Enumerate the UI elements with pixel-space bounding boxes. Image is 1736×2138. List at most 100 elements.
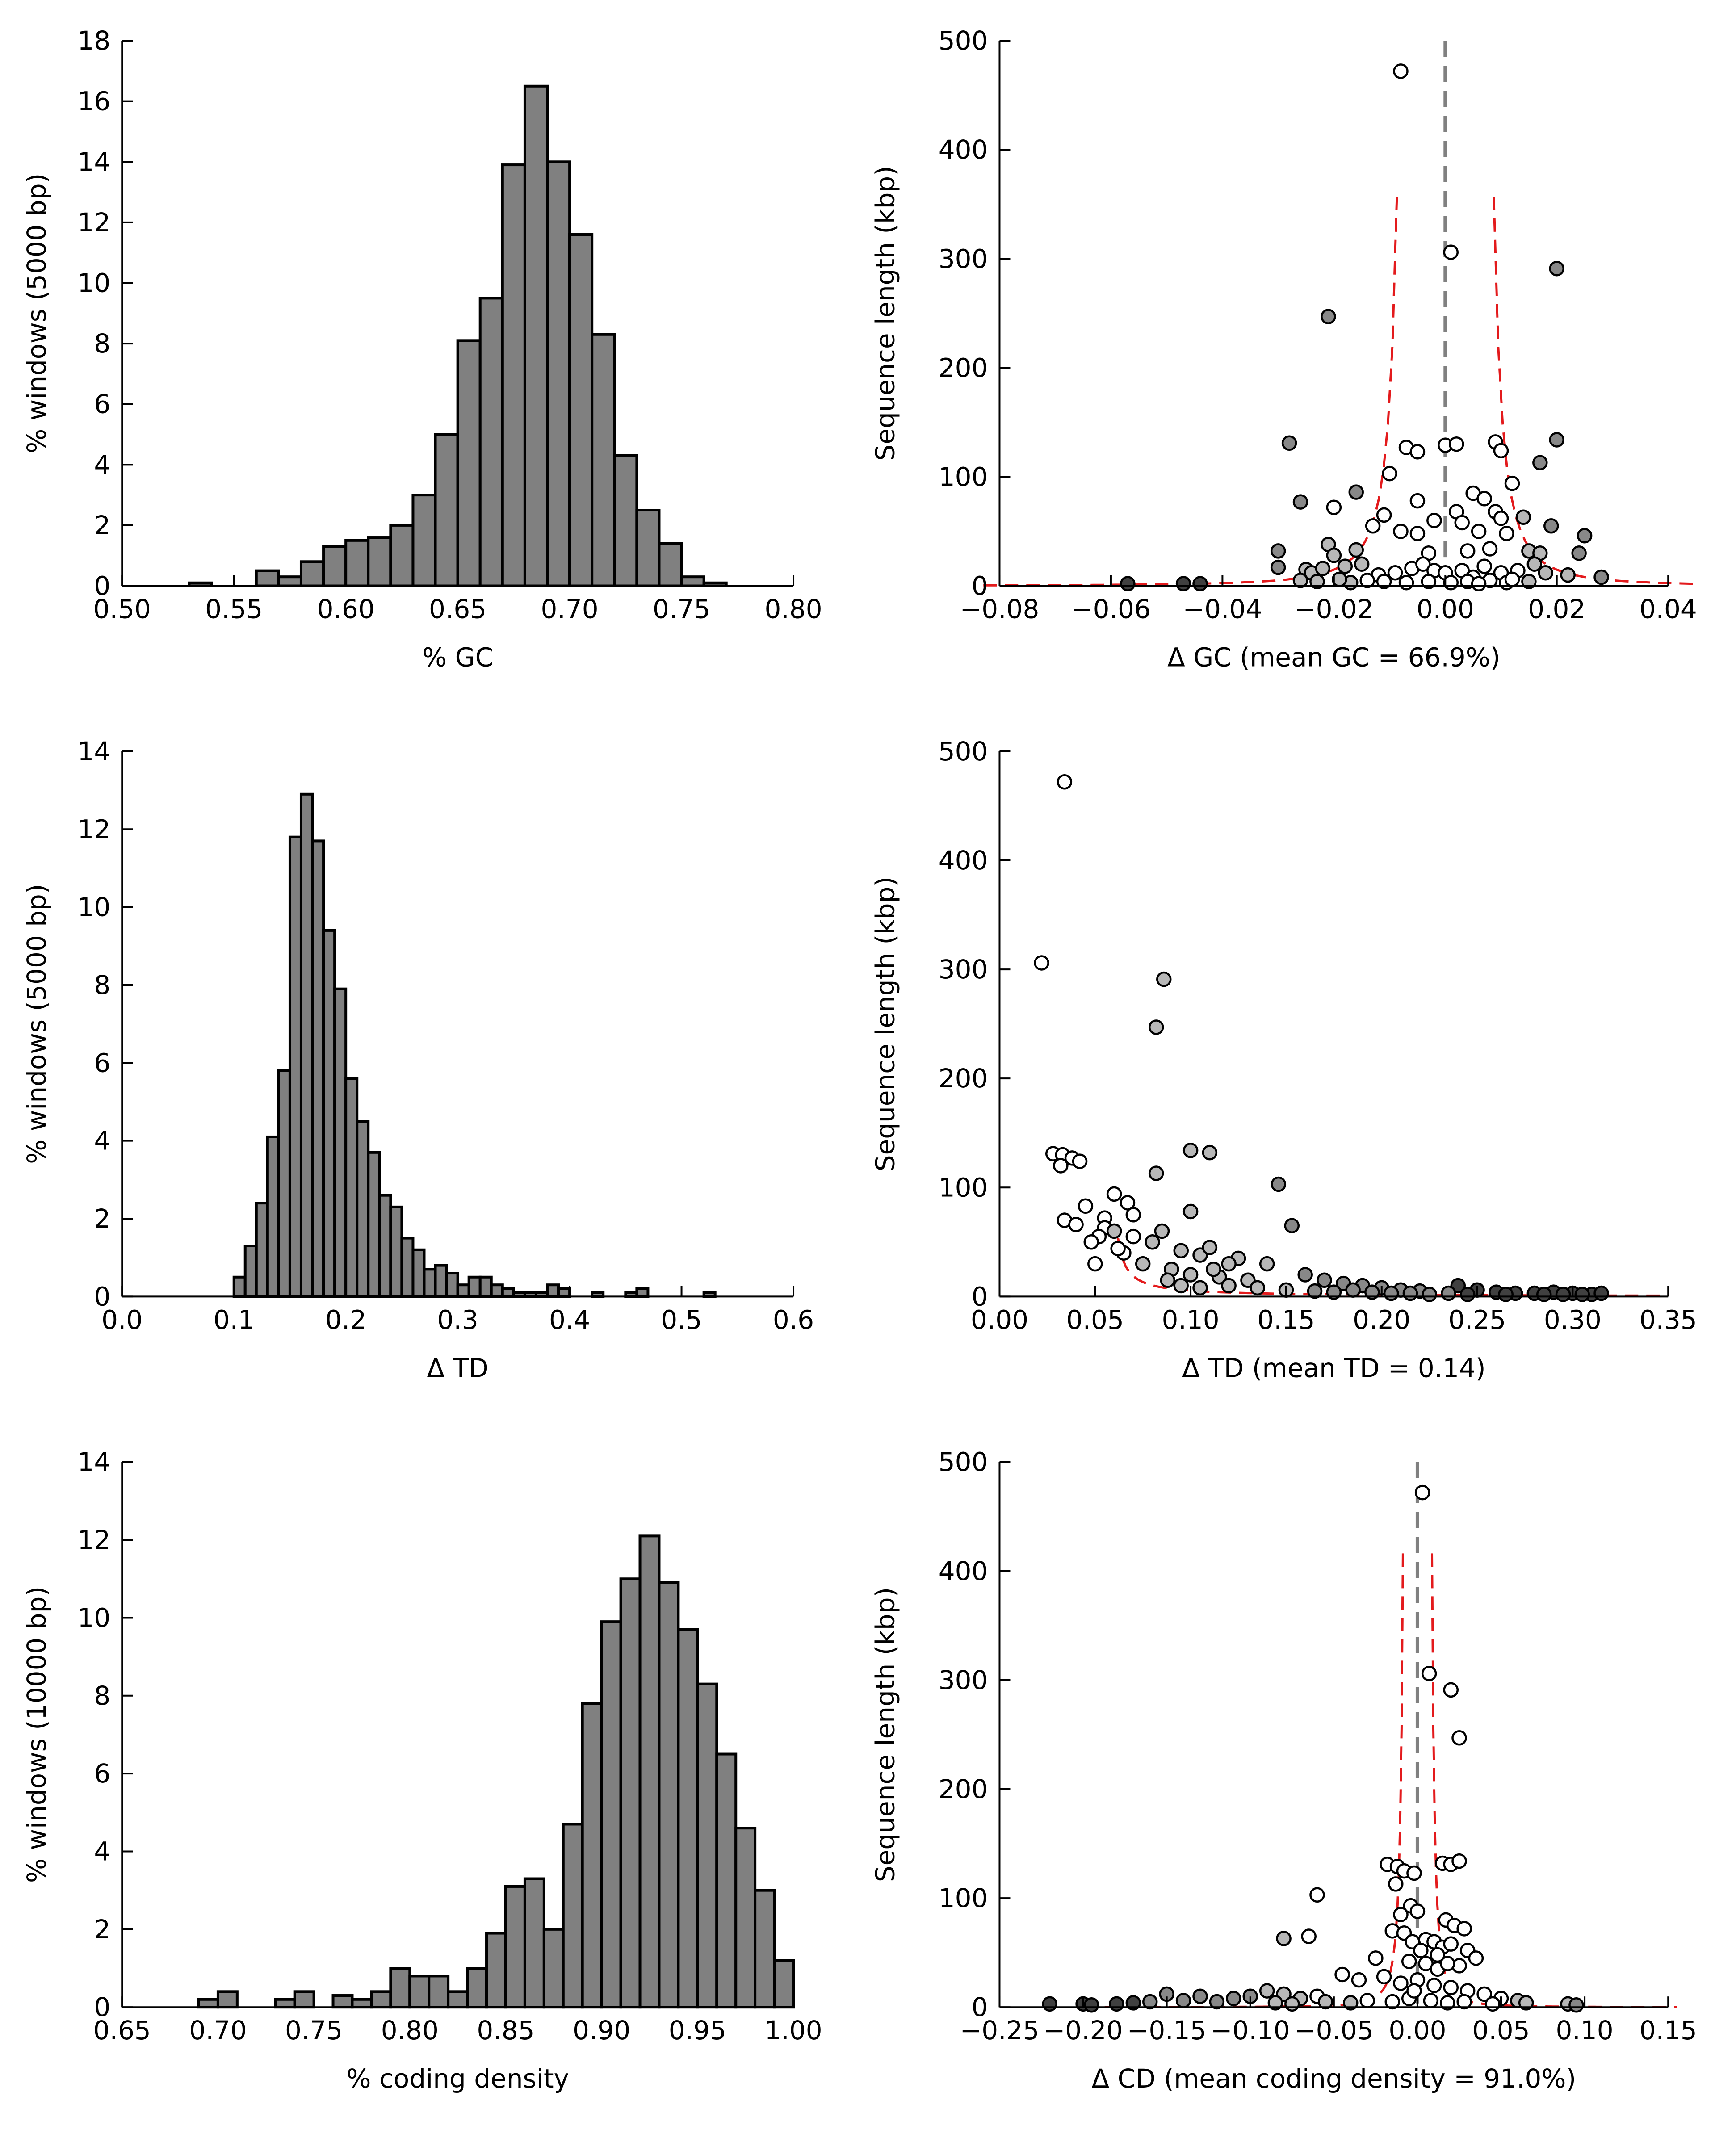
scatter-point	[1192, 1280, 1208, 1296]
scatter-point	[1317, 1994, 1333, 2010]
scatter-point	[1443, 1980, 1459, 1995]
scatter-point	[1284, 1996, 1300, 2012]
scatter-point	[1365, 518, 1381, 534]
x-axis-label: % coding density	[346, 2063, 569, 2094]
scatter-point	[1135, 1256, 1151, 1272]
scatter-point	[1078, 1198, 1094, 1214]
histogram-bar	[389, 1205, 403, 1298]
y-axis-label: Sequence length (kbp)	[870, 1587, 900, 1882]
scatter-point	[1526, 556, 1543, 572]
histogram-bar	[696, 1682, 718, 2009]
x-tick-label: 0.35	[1640, 1304, 1697, 1335]
histogram-bar	[434, 1264, 448, 1298]
y-tick-label: 0	[972, 1992, 988, 2022]
scatter-point	[1270, 543, 1286, 559]
histogram-bar	[274, 1998, 296, 2009]
scatter-point	[1068, 1217, 1084, 1232]
scatter-point	[1441, 1285, 1456, 1301]
y-tick-label: 500	[939, 25, 988, 56]
histogram-bar	[677, 1628, 699, 2009]
scatter-point	[1398, 574, 1414, 591]
histogram-bar	[311, 839, 325, 1298]
x-tick-label: 0.05	[1066, 1304, 1124, 1335]
histogram-bar	[255, 569, 280, 587]
y-tick-label: 8	[94, 970, 110, 1000]
histogram-bar	[456, 1283, 470, 1298]
scatter-point	[1485, 1996, 1501, 2012]
x-axis-label: Δ TD	[427, 1353, 489, 1383]
y-tick-label: 16	[77, 86, 110, 117]
scatter-point	[1192, 576, 1208, 591]
x-tick-label: −0.04	[1183, 594, 1262, 625]
scatter-point	[1476, 558, 1492, 574]
y-tick-label: 2	[94, 510, 110, 541]
y-tick-label: 500	[939, 736, 988, 767]
histogram-bar	[299, 792, 314, 1298]
scatter-point	[1125, 1995, 1141, 2011]
scatter-point	[1376, 1969, 1392, 1985]
histogram-bar	[635, 1287, 650, 1298]
scatter-point	[1406, 1983, 1422, 1999]
scatter-point	[1337, 558, 1353, 574]
y-tick-label: 8	[94, 328, 110, 359]
scatter-point	[1387, 565, 1403, 581]
histogram-bar	[658, 1581, 680, 2009]
scatter-point	[1423, 1993, 1439, 2008]
y-tick-label: 12	[77, 814, 110, 844]
y-tick-label: 4	[94, 1126, 110, 1156]
histogram-bar	[680, 575, 705, 587]
scatter-point	[1448, 436, 1464, 452]
scatter-point	[1267, 1995, 1283, 2011]
scatter-point	[1175, 1993, 1191, 2008]
x-tick-label: 0.55	[205, 594, 263, 625]
scatter-point	[1072, 1153, 1088, 1169]
histogram-bar	[277, 1069, 291, 1298]
scatter-point	[1518, 1995, 1534, 2011]
x-tick-label: 0.70	[541, 594, 599, 625]
scatter-point	[1281, 435, 1297, 451]
x-tick-label: 0.0	[101, 1304, 143, 1335]
y-tick-label: 500	[939, 1447, 988, 1477]
histogram-bar	[356, 1120, 370, 1298]
x-axis-label: Δ TD (mean TD = 0.14)	[1182, 1353, 1486, 1383]
scatter-point	[1284, 1218, 1300, 1233]
critical-value-curve	[1086, 1553, 1404, 2008]
histogram-bar	[299, 560, 325, 587]
scatter-point	[1173, 1243, 1189, 1259]
histogram-bar	[478, 297, 504, 587]
histogram-bar	[197, 1998, 219, 2009]
scatter-point	[1536, 1287, 1552, 1302]
scatter-point	[1571, 545, 1587, 561]
scatter-point	[1292, 494, 1308, 510]
x-tick-label: −0.06	[1071, 594, 1151, 625]
histogram-bar	[638, 1534, 661, 2009]
scatter-point	[1376, 507, 1392, 523]
scatter-point	[1384, 1994, 1401, 2010]
scatter-point	[1568, 1997, 1584, 2013]
panel-td-histogram: 0.0 0.1 0.2 0.3 0.4 0.5 0.6 0 2 4 6 8 10 12 14 Δ TD % wi…	[21, 736, 814, 1383]
scatter-point	[1549, 260, 1565, 277]
x-tick-label: 0.02	[1528, 594, 1585, 625]
scatter-point	[1388, 1876, 1404, 1892]
histogram-bar	[734, 1827, 757, 2009]
scatter-point	[1468, 1950, 1484, 1966]
y-tick-label: 100	[939, 1172, 988, 1203]
scatter-point	[1321, 309, 1336, 324]
histogram-bar	[411, 1248, 426, 1298]
x-tick-label: 0.80	[764, 594, 822, 625]
scatter-point	[1476, 1986, 1492, 2002]
x-tick-label: 0.00	[1417, 594, 1474, 625]
histogram-bar	[344, 539, 370, 587]
x-tick-label: −0.05	[1294, 2015, 1374, 2046]
scatter-point	[1504, 475, 1520, 491]
histogram-bar	[266, 1135, 280, 1298]
scatter-point	[1459, 543, 1476, 559]
y-tick-label: 12	[77, 1525, 110, 1555]
x-tick-label: 0.80	[381, 2015, 439, 2046]
x-axis-label: % GC	[422, 642, 493, 673]
x-tick-label: 0.00	[971, 1304, 1028, 1335]
scatter-point	[1454, 515, 1470, 531]
histogram-bar	[400, 1237, 415, 1298]
histogram-bar	[635, 509, 661, 587]
scatter-point	[1057, 774, 1073, 790]
